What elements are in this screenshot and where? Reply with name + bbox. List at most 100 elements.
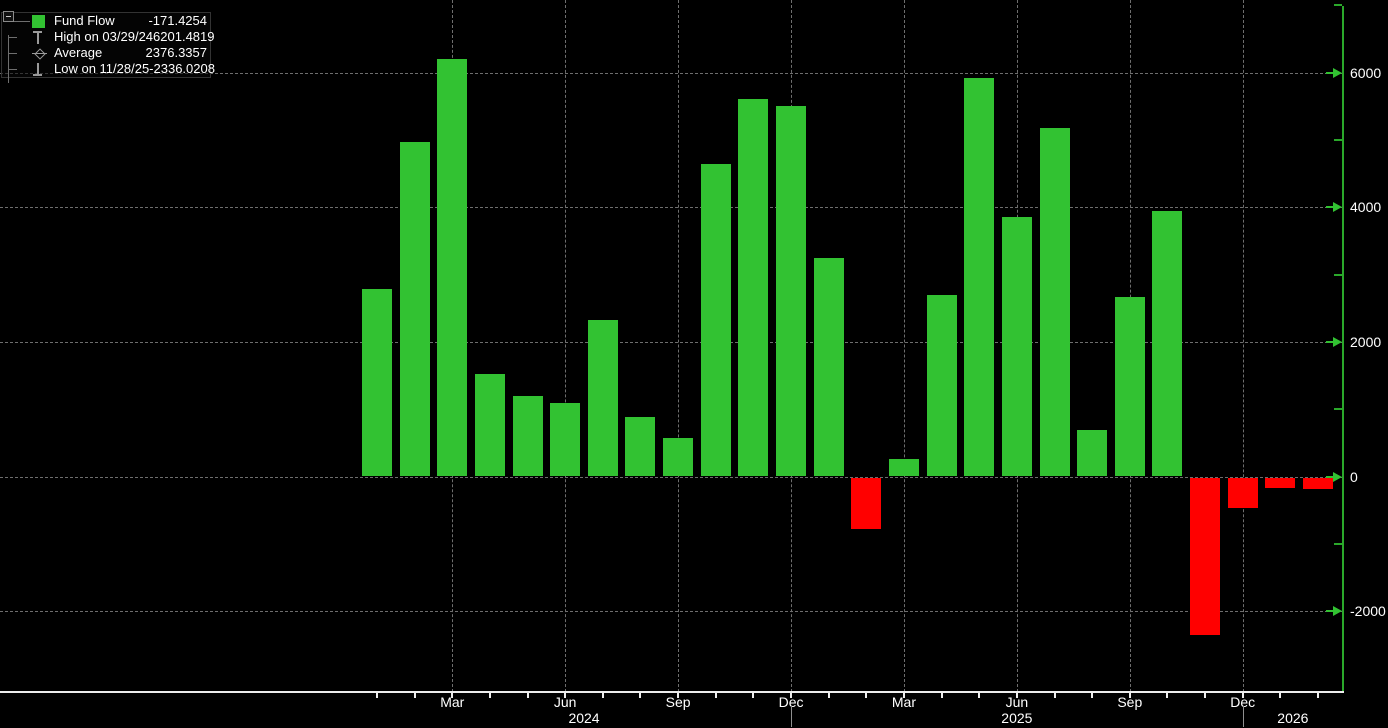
x-axis-month-tick (940, 693, 943, 698)
y-axis-tick-arrow-icon (1333, 336, 1342, 347)
legend-row-high[interactable]: High on 03/29/24 6201.4819 (2, 29, 214, 45)
v-gridline (1242, 0, 1244, 692)
x-axis-month-tick (1015, 693, 1018, 698)
x-axis-month-tick (1241, 693, 1244, 698)
year-separator-line (791, 706, 793, 727)
chart-legend: Fund Flow -171.4254 High on 03/29/24 620… (1, 11, 215, 83)
fund-flow-bar[interactable] (1077, 430, 1108, 477)
x-axis-month-tick (1091, 693, 1094, 698)
x-axis-year-label: 2025 (1001, 710, 1033, 726)
x-axis-month-tick (488, 693, 491, 698)
fund-flow-bar[interactable] (1001, 217, 1032, 477)
x-axis-month-tick (865, 693, 868, 698)
fund-flow-bar[interactable] (1303, 477, 1333, 490)
x-axis-line[interactable] (0, 691, 1344, 693)
fund-flow-bar[interactable] (362, 288, 392, 477)
y-axis-tick-label: 6000 (1350, 64, 1382, 81)
legend-row-low[interactable]: Low on 11/28/25 -2336.0208 (2, 61, 215, 77)
fund-flow-bar[interactable] (437, 59, 468, 477)
y-axis-tick (1326, 206, 1336, 209)
legend-row-fund-flow[interactable]: Fund Flow -171.4254 (2, 11, 210, 29)
x-axis-month-label: Dec (778, 694, 804, 710)
x-axis-month-tick (451, 693, 454, 698)
fund-flow-bar[interactable] (888, 459, 919, 477)
y-axis-tick (1326, 71, 1336, 74)
y-axis-tick-arrow-icon (1333, 202, 1342, 213)
legend-value: 2376.3357 (145, 45, 207, 60)
x-axis-month-label: Dec (1230, 694, 1256, 710)
x-axis-month-tick (902, 693, 905, 698)
x-axis-month-tick (564, 693, 567, 698)
year-separator-line (1242, 706, 1244, 727)
fund-flow-bar[interactable] (1190, 477, 1221, 635)
fund-flow-bar[interactable] (399, 142, 430, 477)
x-axis-month-label: Jun (1005, 694, 1029, 710)
v-gridline (678, 0, 680, 692)
fund-flow-bar[interactable] (1114, 297, 1145, 477)
x-axis-month-tick (1317, 693, 1319, 698)
y-axis-tick-label: 4000 (1350, 199, 1382, 216)
y-axis-tick (1326, 340, 1336, 343)
y-axis-minor-tick (1334, 273, 1342, 276)
y-axis-tick-arrow-icon (1333, 471, 1342, 482)
x-axis-month-tick (376, 693, 378, 698)
y-axis-tick (1326, 610, 1336, 613)
y-axis-minor-tick (1334, 4, 1342, 7)
y-axis-tick-label: 2000 (1350, 333, 1382, 350)
legend-value: -2336.0208 (149, 61, 215, 76)
fund-flow-bar[interactable] (474, 374, 505, 477)
x-axis-month-tick (639, 693, 642, 698)
legend-label: Average (54, 45, 103, 60)
v-gridline (903, 0, 905, 692)
y-axis-line[interactable] (1342, 6, 1344, 693)
legend-collapse-icon[interactable] (3, 11, 14, 22)
v-gridline (565, 0, 567, 692)
low-marker-icon (32, 62, 44, 76)
legend-label: Fund Flow (54, 13, 115, 28)
x-axis-month-tick (827, 693, 830, 698)
fund-flow-bar[interactable] (550, 403, 581, 477)
fund-flow-bar[interactable] (512, 396, 543, 477)
fund-flow-bar[interactable] (587, 320, 618, 477)
x-axis-month-tick (714, 693, 717, 698)
fund-flow-bar[interactable] (738, 98, 769, 477)
fund-flow-bar[interactable] (926, 295, 957, 477)
x-axis-month-tick (1204, 693, 1207, 698)
legend-row-average[interactable]: Average 2376.3357 (2, 45, 210, 61)
legend-tree-line (8, 35, 9, 83)
fund-flow-bar[interactable] (1227, 477, 1258, 509)
y-axis-minor-tick (1334, 542, 1342, 545)
y-axis-minor-tick (1334, 408, 1342, 411)
y-axis-tick-arrow-icon (1333, 606, 1342, 617)
fund-flow-bar[interactable] (776, 105, 807, 477)
fund-flow-bar[interactable] (813, 258, 844, 477)
fund-flow-bar[interactable] (1039, 127, 1070, 477)
x-axis-month-tick (1279, 693, 1282, 698)
fund-flow-bar[interactable] (625, 416, 656, 477)
fund-flow-swatch-icon (32, 14, 45, 28)
fund-flow-bar[interactable] (1152, 211, 1183, 477)
x-axis-year-label: 2026 (1277, 710, 1309, 726)
x-axis-month-tick (790, 693, 793, 698)
h-gridline (0, 72, 1343, 74)
y-axis-minor-tick (1334, 139, 1342, 141)
x-axis-month-tick (1128, 693, 1131, 698)
x-axis-month-label: Sep (665, 694, 691, 710)
fund-flow-bar[interactable] (964, 77, 995, 477)
legend-label: High on 03/29/24 (54, 29, 154, 44)
x-axis-month-label: Mar (440, 694, 465, 710)
fund-flow-bar[interactable] (851, 477, 882, 529)
fund-flow-bar[interactable] (663, 437, 694, 477)
x-axis-month-tick (978, 693, 981, 698)
h-gridline (0, 611, 1343, 613)
y-axis-tick-label: 0 (1350, 468, 1358, 485)
fund-flow-bar[interactable] (1265, 477, 1296, 488)
x-axis-month-tick (526, 693, 529, 698)
x-axis-year-label: 2024 (568, 710, 600, 726)
h-gridline (0, 207, 1343, 209)
x-axis-month-tick (1053, 693, 1056, 698)
fund-flow-bar[interactable] (700, 163, 731, 477)
y-axis-tick-label: -2000 (1350, 603, 1386, 620)
average-marker-icon (32, 47, 47, 60)
